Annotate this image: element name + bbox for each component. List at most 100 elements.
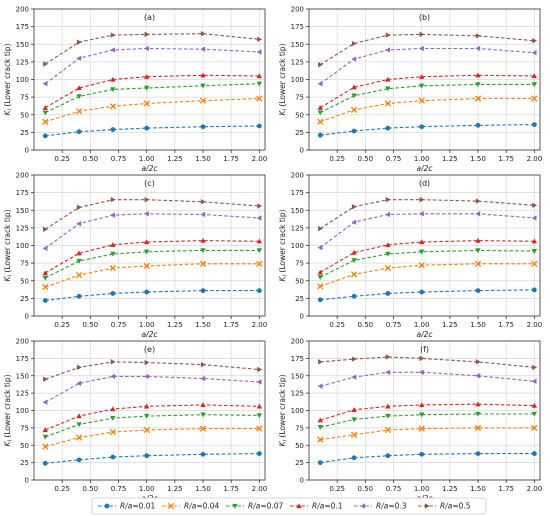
data-point: [76, 422, 82, 428]
series-line: [45, 97, 260, 123]
data-point: [317, 283, 324, 290]
y-tick-label: 100: [16, 76, 29, 84]
data-point: [110, 47, 116, 53]
data-point: [317, 417, 323, 423]
data-point: [42, 245, 48, 252]
x-tick-label: 1.50: [195, 485, 211, 493]
series-line: [320, 240, 535, 273]
y-tick-label: 175: [16, 189, 29, 197]
y-tick-label: 175: [291, 189, 304, 197]
data-point: [257, 36, 263, 43]
data-point: [475, 33, 481, 39]
data-point: [531, 411, 538, 417]
y-tick-label: 125: [291, 58, 304, 66]
panel-title: (c): [144, 179, 155, 188]
x-tick-label: 2.00: [252, 155, 268, 163]
data-point: [531, 402, 538, 408]
data-point: [475, 401, 481, 407]
y-tick-label: 75: [295, 260, 304, 268]
data-point: [317, 118, 324, 125]
y-tick-label: 75: [20, 260, 29, 268]
x-tick-label: 2.00: [527, 155, 543, 163]
series-R/a=0.07: [42, 248, 263, 281]
data-point: [351, 84, 357, 90]
x-tick-label: 0.50: [83, 155, 99, 163]
data-point: [351, 374, 357, 380]
data-point: [317, 425, 323, 430]
plot-frame: [33, 8, 266, 151]
data-point: [350, 106, 358, 113]
legend-entry: R/a=0.1: [290, 502, 343, 511]
data-point: [256, 238, 263, 244]
panel-title: (a): [144, 13, 155, 22]
legend-marker: [296, 503, 302, 509]
data-point: [317, 81, 323, 87]
panel-title: (b): [419, 13, 430, 22]
data-point: [385, 291, 391, 296]
data-point: [200, 30, 206, 37]
x-tick-label: 0.50: [358, 485, 374, 493]
data-point: [144, 125, 150, 131]
plot-frame: [33, 340, 266, 481]
series-line: [320, 124, 535, 136]
plot-frame: [308, 174, 541, 317]
y-tick-label: 50: [20, 442, 29, 450]
data-point: [256, 95, 263, 102]
y-tick-label: 200: [16, 338, 29, 346]
data-point: [475, 45, 481, 52]
data-point: [531, 287, 537, 293]
x-tick-label: 1.00: [139, 155, 155, 163]
panel-title: (f): [420, 345, 429, 354]
data-point: [318, 61, 323, 68]
y-tick-label: 175: [291, 355, 304, 363]
data-point: [42, 434, 48, 440]
x-tick-label: 1.50: [470, 155, 486, 163]
data-point: [531, 424, 538, 432]
data-point: [200, 402, 206, 408]
data-point: [419, 355, 425, 362]
data-point: [532, 38, 538, 44]
data-point: [144, 453, 150, 459]
y-tick-label: 0: [25, 147, 29, 155]
data-point: [418, 239, 425, 245]
series-line: [320, 249, 535, 278]
data-point: [143, 426, 150, 434]
data-point: [42, 443, 49, 450]
data-point: [200, 124, 206, 130]
data-point: [532, 202, 538, 209]
series-line: [45, 404, 260, 431]
x-tick-label: 1.50: [470, 321, 486, 329]
x-tick-label: 1.25: [167, 155, 183, 163]
data-point: [475, 237, 481, 243]
data-point: [351, 56, 357, 62]
y-axis-label: KI (Lower crack tip): [278, 43, 289, 115]
data-point: [200, 375, 206, 382]
y-tick-label: 75: [295, 94, 304, 102]
legend: R/a=0.01 R/a=0.04 R/a=0.07 R/a=0.1 R/a=0.3 R/…: [91, 497, 487, 515]
legend-marker: [232, 503, 238, 509]
data-point: [110, 87, 116, 93]
y-tick-label: 200: [291, 6, 304, 14]
x-tick-label: 1.25: [167, 321, 183, 329]
y-tick-label: 0: [300, 477, 304, 485]
series-line: [45, 83, 260, 114]
data-point: [76, 39, 82, 45]
y-tick-label: 25: [295, 459, 304, 467]
y-tick-label: 175: [16, 355, 29, 363]
x-axis-label: a/2c: [416, 164, 433, 173]
data-point: [109, 103, 117, 110]
series-R/a=0.5: [318, 354, 538, 371]
data-point: [76, 364, 82, 371]
legend-entry: R/a=0.07: [226, 502, 284, 511]
data-point: [475, 288, 481, 294]
data-point: [109, 264, 117, 272]
data-point: [385, 453, 391, 459]
series-R/a=0.3: [42, 45, 262, 87]
data-point: [200, 237, 206, 243]
data-point: [110, 291, 116, 296]
y-tick-label: 75: [20, 94, 29, 102]
x-tick-label: 0.25: [329, 321, 345, 329]
data-point: [256, 260, 263, 267]
data-point: [532, 364, 538, 371]
